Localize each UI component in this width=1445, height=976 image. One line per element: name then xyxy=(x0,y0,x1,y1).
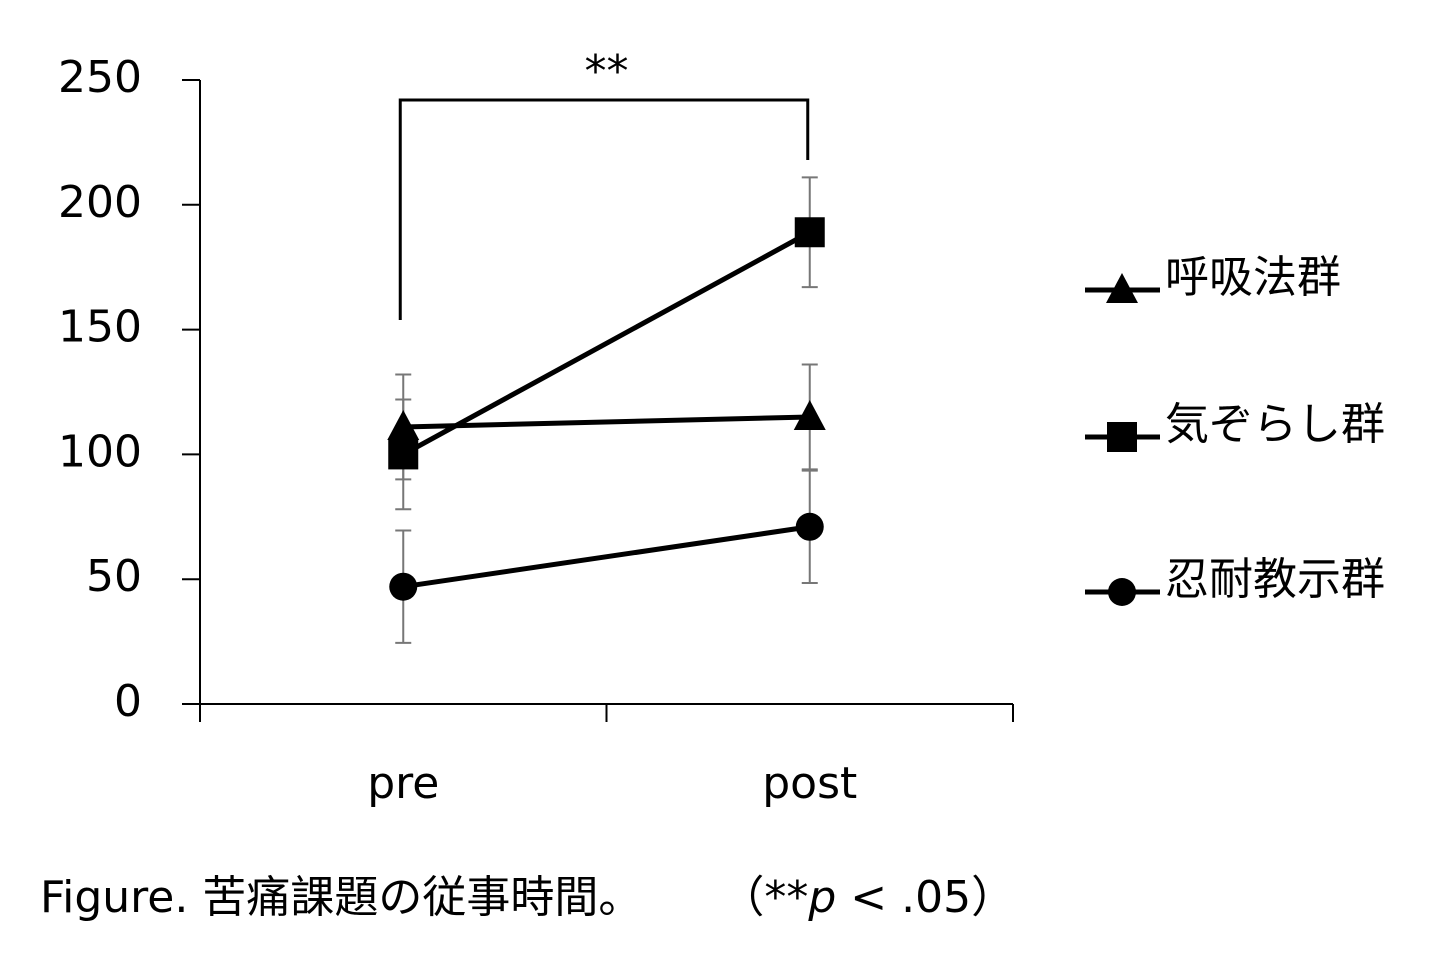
legend-label: 忍耐教示群 xyxy=(1165,554,1385,605)
point xyxy=(793,399,826,430)
point xyxy=(387,409,420,440)
series-line xyxy=(402,230,811,457)
point xyxy=(794,217,825,248)
y-tick-label: 150 xyxy=(58,302,142,353)
y-tick-label: 100 xyxy=(58,426,142,477)
y-tick-label: 50 xyxy=(86,551,142,602)
caption-p: p xyxy=(807,872,836,923)
significance-label: ** xyxy=(585,46,629,97)
legend-marker xyxy=(1108,578,1136,606)
point xyxy=(795,512,824,541)
y-tick-label: 0 xyxy=(114,676,142,727)
legend-label: 呼吸法群 xyxy=(1165,252,1341,303)
x-tick-label: pre xyxy=(367,758,439,809)
point xyxy=(388,439,419,470)
y-tick-label: 200 xyxy=(58,177,142,228)
caption-note: （** xyxy=(742,872,808,923)
series-line xyxy=(402,524,811,590)
caption-text: Figure. 苦痛課題の従事時間。 xyxy=(40,872,642,923)
series-line xyxy=(403,414,810,430)
significance-bracket xyxy=(398,98,810,320)
legend-marker xyxy=(1106,273,1138,303)
x-tick-label: post xyxy=(762,758,857,809)
legend-label: 気ぞらし群 xyxy=(1165,399,1385,450)
caption-note: < .05） xyxy=(836,872,1015,923)
legend-marker xyxy=(1107,422,1137,452)
caption: Figure. 苦痛課題の従事時間。 （**p < .05） xyxy=(40,872,1015,923)
point xyxy=(389,572,418,601)
y-tick-label: 250 xyxy=(58,52,142,103)
